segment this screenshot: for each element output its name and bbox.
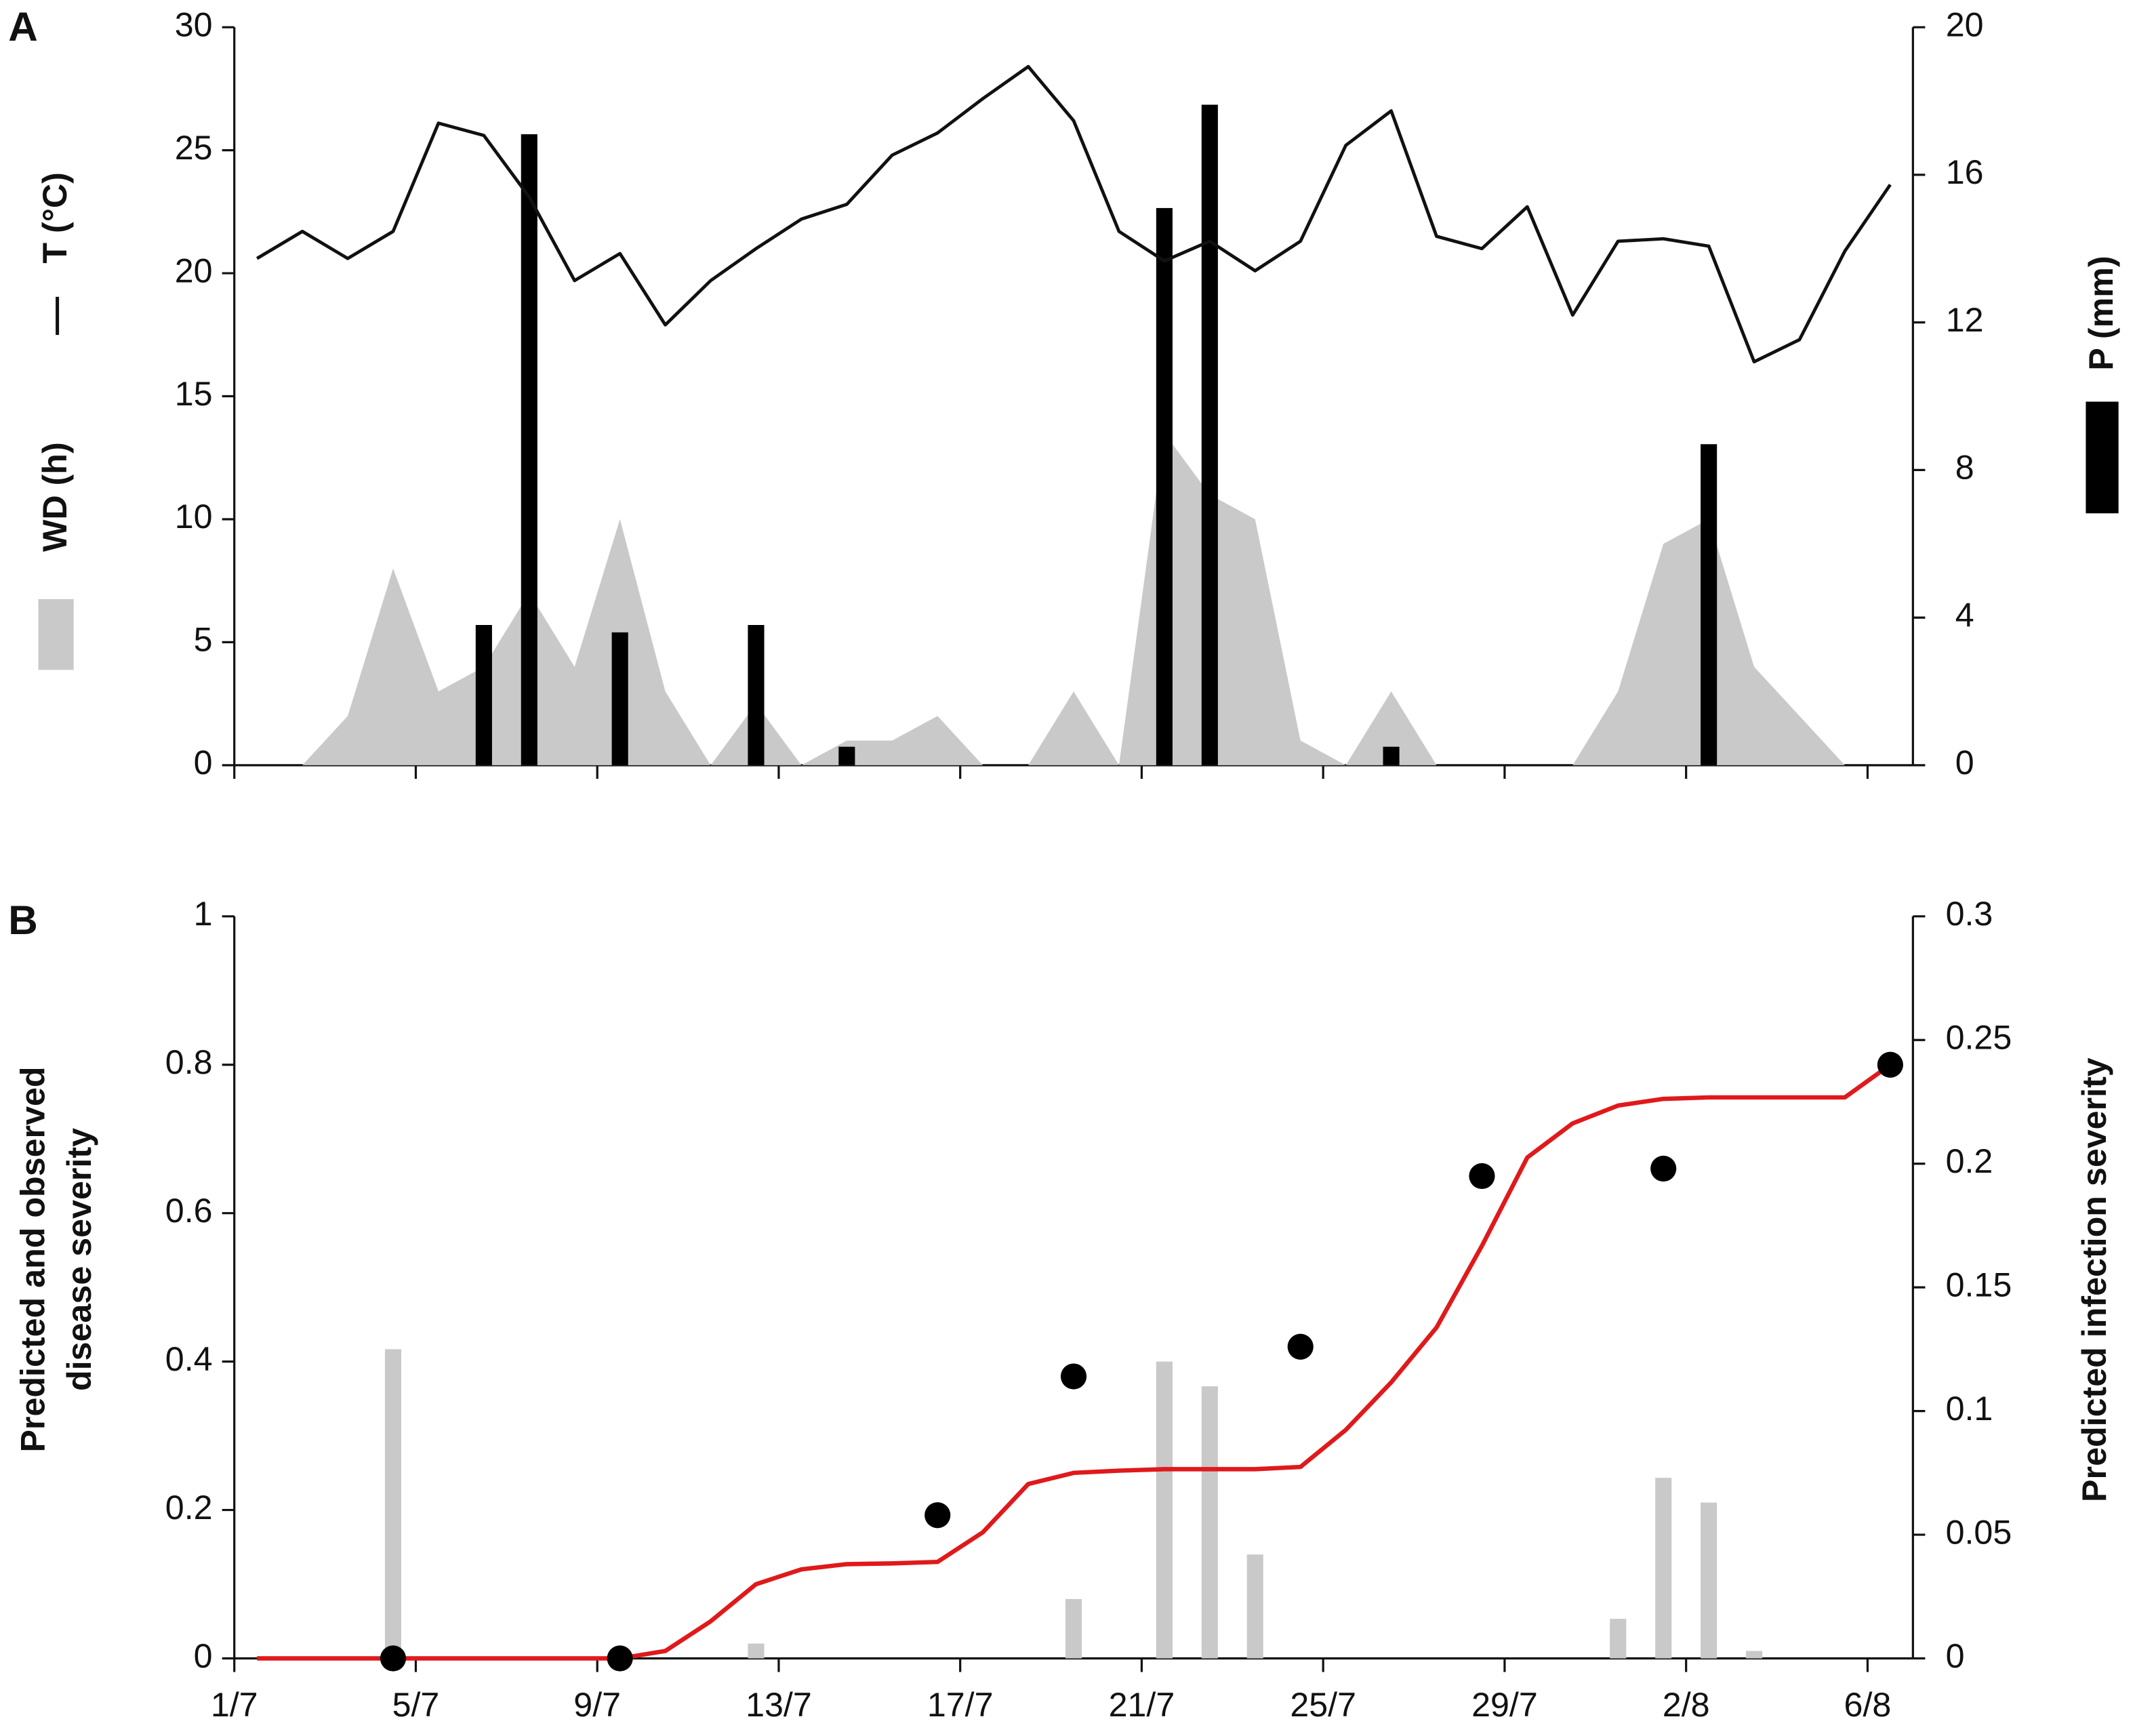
y-tick-label: 30	[175, 5, 213, 43]
bar	[748, 1643, 765, 1659]
bar	[1246, 1554, 1263, 1659]
point	[607, 1645, 633, 1672]
legend-icon	[2086, 401, 2119, 514]
point	[924, 1502, 951, 1529]
y2-tick-label: 16	[1946, 153, 1984, 191]
x-tick-label: 29/7	[1471, 1686, 1538, 1724]
y-tick-label: 0	[194, 744, 213, 782]
x-tick-label: 9/7	[573, 1686, 621, 1724]
bar	[521, 134, 537, 765]
line	[256, 64, 1892, 364]
y2-tick-label: 0.05	[1946, 1513, 2012, 1551]
y2-tick-label: 0.25	[1946, 1019, 2012, 1057]
x-tick-label: 2/8	[1663, 1686, 1710, 1724]
bar	[1746, 1651, 1763, 1659]
area	[257, 432, 1890, 765]
y2-tick-label: 0.2	[1946, 1142, 1993, 1180]
y2-tick-label: 8	[1955, 449, 1974, 487]
bar	[611, 632, 628, 765]
y-tick-label: 0.8	[165, 1043, 213, 1081]
x-tick-label: 13/7	[746, 1686, 812, 1724]
bar	[838, 746, 855, 765]
x-tick-label: 25/7	[1290, 1686, 1356, 1724]
bar	[1383, 746, 1400, 765]
point	[1877, 1051, 1903, 1078]
x-tick-label: 6/8	[1844, 1686, 1892, 1724]
point	[380, 1645, 407, 1672]
axis-title: T (°C)	[36, 172, 74, 263]
y2-tick-label: 12	[1946, 301, 1984, 339]
y-tick-label: 0.2	[165, 1489, 213, 1527]
y-tick-label: 0.6	[165, 1192, 213, 1230]
y2-axis-title: Predicted infection severity	[2075, 1057, 2113, 1502]
axis-title: WD (h)	[36, 442, 74, 552]
y2-tick-label: 4	[1955, 596, 1974, 634]
axis-title: P (mm)	[2082, 256, 2120, 370]
x-tick-label: 5/7	[392, 1686, 440, 1724]
y-tick-label: 1	[194, 895, 213, 933]
y2-tick-label: 0.3	[1946, 895, 1993, 933]
bar	[1610, 1619, 1627, 1659]
y2-tick-label: 20	[1946, 5, 1984, 43]
y-tick-label: 10	[175, 498, 213, 536]
legend-icon	[38, 599, 74, 670]
x-tick-label: 21/7	[1109, 1686, 1175, 1724]
y2-tick-label: 0	[1955, 744, 1974, 782]
y-tick-label: 25	[175, 129, 213, 167]
x-tick-label: 17/7	[927, 1686, 994, 1724]
y2-tick-label: 0	[1946, 1637, 1965, 1675]
y2-tick-label: 0.15	[1946, 1266, 2012, 1304]
bar	[1065, 1598, 1082, 1659]
bar	[1156, 207, 1173, 765]
bar	[1701, 444, 1717, 765]
panel-label: A	[8, 3, 38, 49]
y-tick-label: 0	[194, 1637, 213, 1675]
point	[1060, 1363, 1087, 1390]
y2-tick-label: 0.1	[1946, 1390, 1993, 1428]
y-tick-label: 15	[175, 375, 213, 413]
bar	[1655, 1478, 1672, 1659]
y-axis-title: Predicted and observed	[14, 1066, 52, 1452]
panel-label: B	[8, 897, 38, 943]
point	[1287, 1333, 1314, 1360]
y-tick-label: 0.4	[165, 1340, 213, 1378]
y-tick-label: 20	[175, 251, 213, 289]
bar	[748, 625, 765, 765]
point	[1469, 1163, 1495, 1190]
line	[257, 1063, 1892, 1661]
x-tick-label: 1/7	[211, 1686, 258, 1724]
point	[1650, 1155, 1677, 1182]
bar	[1156, 1361, 1173, 1659]
bar	[384, 1349, 402, 1659]
bar	[1201, 104, 1218, 765]
bar	[1201, 1386, 1218, 1659]
y-axis-title: disease severity	[60, 1128, 98, 1391]
bar	[475, 625, 492, 765]
y-tick-label: 5	[194, 621, 213, 659]
bar	[1701, 1502, 1717, 1659]
